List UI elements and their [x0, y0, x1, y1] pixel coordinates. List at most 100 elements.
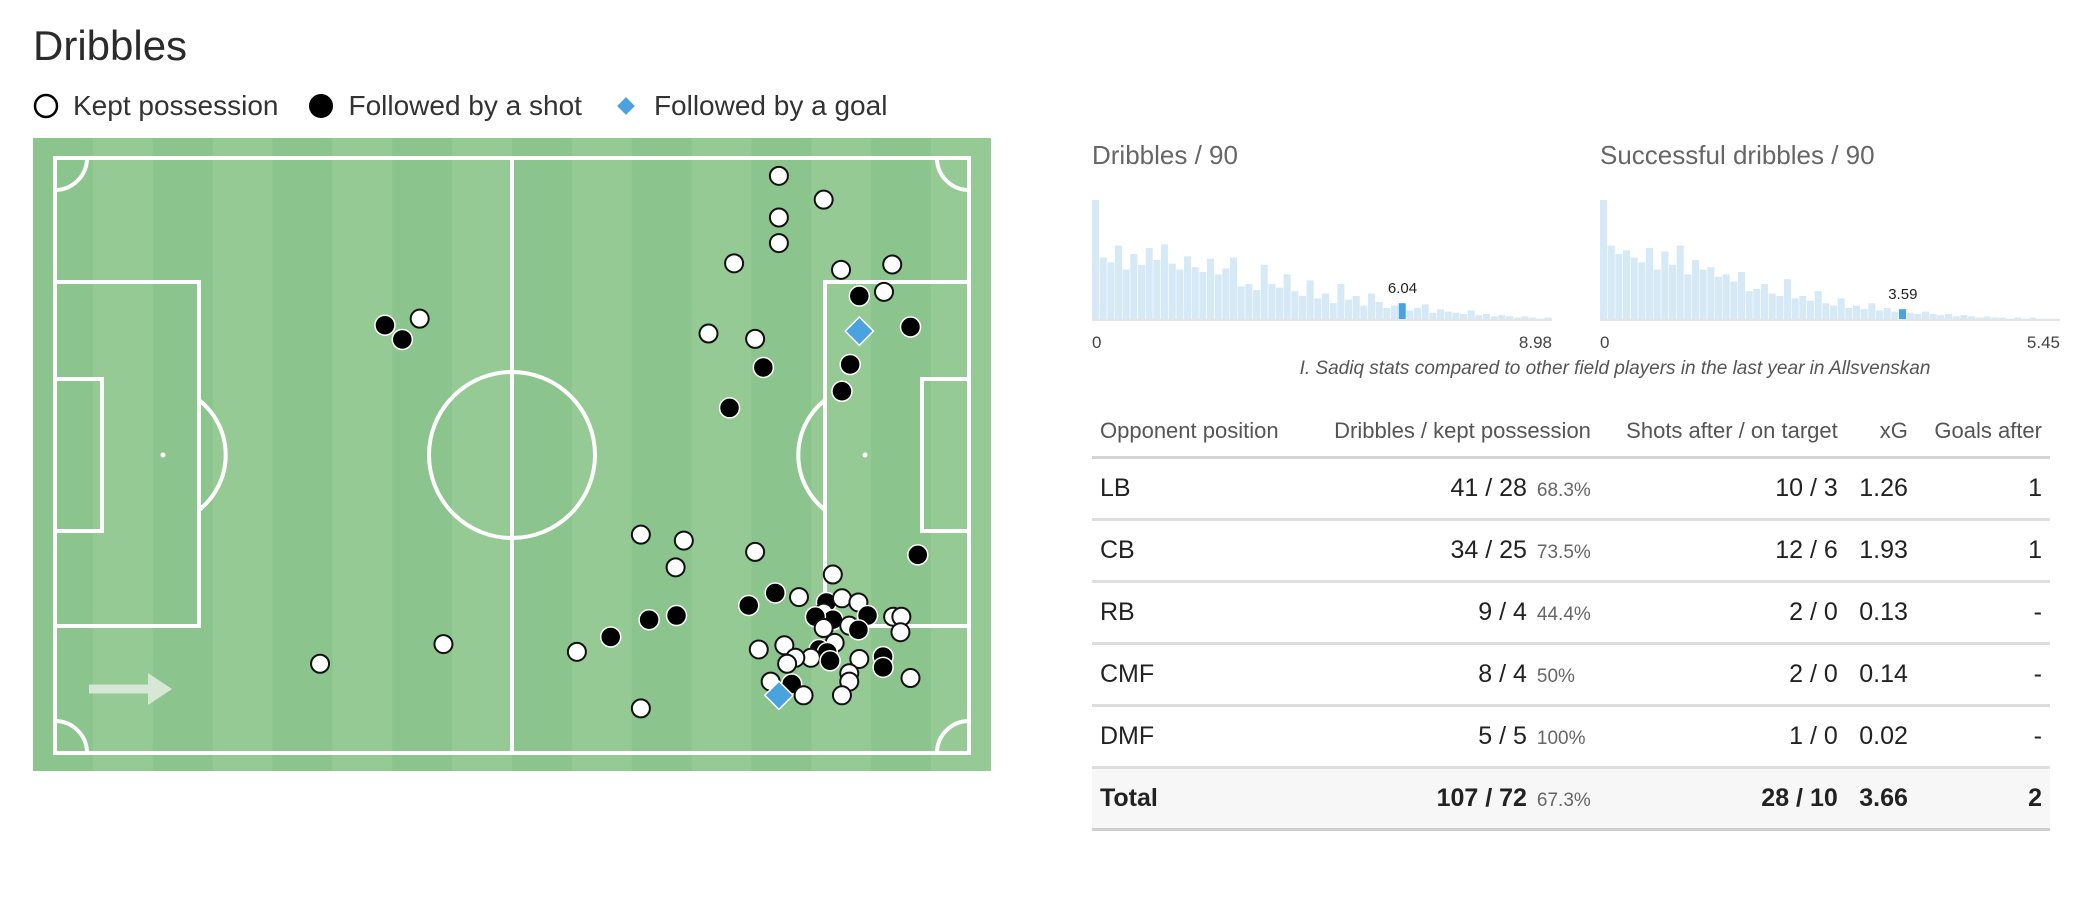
histogram-bar	[1145, 248, 1153, 320]
dribbles-value: 9 / 4	[1478, 598, 1527, 626]
cell-xg: 3.66	[1845, 767, 1916, 831]
pitch-stripe	[512, 138, 573, 771]
histogram-bar	[1776, 296, 1784, 320]
cell-xg: 1.26	[1845, 457, 1916, 521]
pct-value: 67.3%	[1536, 790, 1591, 811]
histogram-bar	[1199, 272, 1207, 320]
cell-position: CMF	[1092, 643, 1304, 707]
legend-item-kept: Kept possession	[33, 90, 278, 122]
histogram-bar	[1753, 288, 1761, 320]
kept-point	[673, 530, 694, 551]
shot-point	[638, 608, 660, 631]
shot-point	[847, 619, 870, 641]
left-penalty-spot	[160, 452, 166, 458]
pct-value: 100%	[1536, 728, 1586, 749]
cell-dribbles: 107 / 72 67.3%	[1303, 767, 1599, 831]
tick-label-max: 5.45	[2027, 333, 2060, 352]
dribbles-value: 34 / 25	[1450, 536, 1527, 564]
histogram-bar	[1684, 274, 1692, 320]
histogram-bar	[1329, 303, 1337, 320]
histogram-bar	[1799, 296, 1807, 320]
cell-goals: -	[1915, 705, 2050, 769]
histogram-bar	[1952, 316, 1960, 320]
histogram-bar	[1283, 274, 1291, 320]
shot-point	[718, 397, 741, 419]
histogram-bar	[1991, 317, 1999, 320]
histogram-bar	[1345, 299, 1353, 320]
histogram-bar	[1421, 304, 1429, 320]
right-penalty-spot	[862, 452, 868, 458]
histogram-bar	[1368, 293, 1376, 320]
histogram-title: Dribbles / 90	[1092, 140, 1238, 170]
histogram-bar	[1730, 281, 1738, 320]
kept-point	[813, 189, 834, 210]
histogram-bar	[1722, 274, 1730, 320]
pitch-stripe	[571, 138, 633, 771]
histogram-bar	[1168, 263, 1176, 320]
histogram-bar	[1406, 310, 1414, 320]
header-goals: Goals after	[1915, 410, 2050, 459]
kept-circle-icon	[33, 93, 59, 119]
cell-shots: 10 / 3	[1598, 457, 1846, 521]
corner-arc-tl	[54, 157, 89, 192]
shot-point	[831, 380, 853, 402]
shot-point	[599, 626, 622, 648]
pitch-stripe	[931, 138, 991, 771]
histogram-bar	[1337, 284, 1345, 320]
kept-point	[566, 641, 587, 662]
histogram-bar	[1615, 254, 1623, 320]
histogram-title: Successful dribbles / 90	[1600, 140, 1875, 170]
kept-point	[768, 233, 789, 254]
histogram-bar	[1845, 308, 1853, 320]
cell-position: RB	[1092, 581, 1304, 645]
pct-value: 50%	[1536, 666, 1575, 687]
histogram-bar	[1899, 309, 1907, 320]
direction-arrow-icon	[89, 673, 172, 705]
histogram-bar	[1975, 317, 1983, 320]
histogram-bar	[1506, 316, 1514, 320]
legend-item-goal: Followed by a goal	[612, 90, 887, 122]
cell-dribbles: 34 / 25 73.5%	[1303, 519, 1599, 583]
histogram-bar	[1207, 258, 1215, 320]
histogram-bar	[1822, 303, 1830, 320]
kept-point	[831, 588, 852, 609]
pitch-stripe	[272, 138, 333, 771]
histogram-bar	[1891, 311, 1899, 320]
legend-label-shot: Followed by a shot	[348, 90, 582, 121]
pitch-stripe	[452, 138, 513, 771]
histogram-bar	[1452, 312, 1460, 320]
dribble-points	[310, 165, 929, 719]
histogram-bar	[1761, 284, 1769, 320]
shot-point	[839, 353, 861, 376]
left-six-yard-box	[53, 377, 104, 533]
histogram-bar	[1922, 311, 1930, 320]
table-row: CMF 8 / 4 50% 2 / 0 0.14 -	[1092, 643, 2050, 707]
cell-goals: -	[1915, 581, 2050, 645]
right-six-yard-box	[920, 377, 971, 533]
histogram-bar	[2014, 317, 2022, 320]
cell-dribbles: 9 / 4 44.4%	[1303, 581, 1599, 645]
legend-item-shot: Followed by a shot	[308, 90, 582, 122]
histogram-bar	[1983, 316, 1991, 320]
shot-point	[907, 544, 929, 566]
histogram-bar	[1352, 296, 1360, 320]
histogram-bar	[1299, 296, 1307, 320]
histogram-bar	[1544, 317, 1552, 320]
shot-point	[665, 604, 688, 627]
histogram-bar	[1914, 314, 1922, 320]
cell-goals: 1	[1915, 457, 2050, 521]
histogram-bar	[1630, 257, 1638, 320]
kept-point	[630, 698, 651, 719]
histogram-bar	[1222, 268, 1230, 320]
legend-label-goal: Followed by a goal	[653, 90, 888, 121]
cell-xg: 0.02	[1845, 705, 1916, 769]
histogram-bar	[1738, 272, 1746, 320]
cell-dribbles: 8 / 4 50%	[1303, 643, 1599, 707]
histogram-bar	[1600, 200, 1608, 320]
kept-point	[831, 259, 852, 280]
shot-point	[752, 356, 775, 379]
kept-point	[768, 165, 789, 186]
cell-shots: 28 / 10	[1598, 767, 1846, 831]
center-circle	[427, 370, 597, 540]
histogram-bar	[1130, 254, 1138, 320]
